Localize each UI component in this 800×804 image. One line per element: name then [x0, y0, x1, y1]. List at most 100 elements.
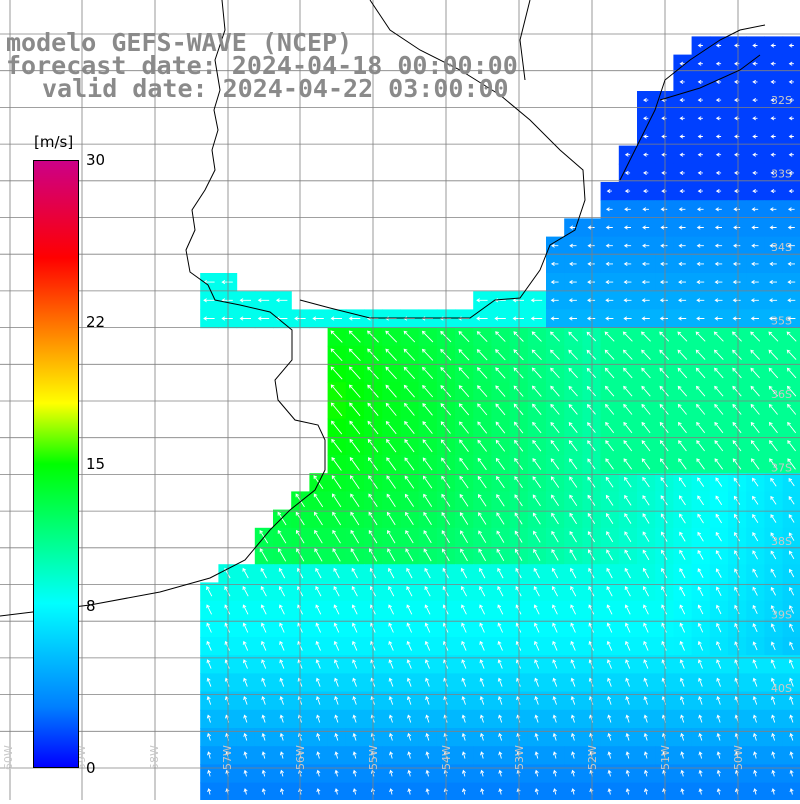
wind-arrow [496, 494, 505, 507]
wind-arrow [641, 261, 650, 266]
wind-arrow [769, 207, 777, 212]
wind-arrow [206, 622, 212, 633]
wind-arrow [604, 367, 615, 379]
wind-arrow [388, 695, 394, 705]
wind-speed-cell [782, 345, 800, 365]
wind-arrow [643, 640, 649, 651]
wind-arrow [771, 751, 776, 759]
wind-arrow [279, 751, 284, 759]
wind-arrow [713, 349, 724, 360]
wind-arrow [352, 769, 357, 777]
wind-arrow [533, 640, 540, 651]
wind-speed-cell [782, 364, 800, 383]
wind-arrow [716, 769, 721, 777]
wind-arrow [752, 61, 758, 66]
wind-arrow [587, 280, 595, 285]
wind-arrow [789, 788, 794, 795]
wind-arrow [716, 659, 722, 669]
wind-arrow [495, 439, 506, 452]
wind-arrow [552, 788, 558, 795]
wind-arrow [350, 511, 360, 526]
wind-arrow [480, 769, 485, 777]
wind-arrow [770, 79, 776, 84]
wind-arrow [697, 640, 704, 651]
wind-speed-field [200, 36, 800, 802]
wind-arrow [480, 751, 485, 759]
wind-arrow [476, 331, 488, 343]
wind-arrow [257, 316, 270, 321]
wind-arrow [770, 514, 777, 523]
wind-arrow [732, 261, 741, 266]
wind-arrow [715, 134, 722, 139]
wind-arrow [659, 331, 670, 342]
wind-arrow [406, 586, 413, 597]
wind-arrow [243, 788, 248, 795]
wind-arrow [752, 98, 758, 103]
wind-arrow [789, 605, 795, 614]
model-title: modelo GEFS-WAVE (NCEP) [6, 28, 353, 57]
wind-arrow [550, 316, 559, 321]
wind-arrow [388, 604, 395, 615]
wind-arrow [534, 751, 539, 759]
wind-arrow [734, 79, 740, 84]
wind-arrow [787, 207, 795, 212]
wind-arrow [260, 622, 267, 633]
wind-arrow [479, 604, 486, 615]
wind-arrow [497, 677, 503, 687]
wind-arrow [788, 170, 794, 175]
wind-arrow [698, 714, 703, 723]
longitude-label: 50W [732, 745, 745, 770]
wind-arrow [678, 225, 686, 230]
wind-arrow [551, 243, 559, 248]
wind-arrow [586, 331, 597, 342]
wind-arrow [732, 367, 742, 379]
wind-speed-cell [782, 564, 800, 583]
coastline-segment [519, 0, 531, 81]
wind-arrow [734, 604, 740, 615]
wind-arrow [714, 298, 723, 303]
wind-arrow [623, 421, 633, 434]
wind-arrow [495, 385, 506, 397]
wind-arrow [461, 769, 466, 777]
wind-arrow [330, 316, 342, 321]
wind-arrow [623, 261, 632, 266]
wind-arrow [532, 439, 542, 452]
wind-arrow [788, 98, 794, 103]
wind-arrow [316, 788, 321, 795]
wind-arrow [715, 513, 722, 524]
wind-arrow [679, 79, 685, 84]
wind-arrow [789, 623, 794, 632]
wind-arrow [680, 788, 685, 795]
wind-arrow [716, 732, 721, 741]
wind-arrow [680, 751, 685, 759]
wind-arrow [750, 421, 760, 434]
wind-arrow [552, 622, 558, 633]
wind-arrow [679, 152, 685, 157]
wind-arrow [224, 640, 230, 651]
wind-arrow [498, 788, 503, 795]
longitude-label: 60W [2, 745, 15, 770]
wind-arrow [605, 458, 614, 470]
wind-arrow [587, 512, 596, 525]
wind-arrow [352, 659, 358, 669]
wind-arrow [698, 677, 703, 687]
wind-arrow [424, 604, 431, 615]
wind-arrow [534, 659, 540, 669]
wind-arrow [697, 98, 703, 103]
wind-arrow [352, 751, 357, 759]
wind-arrow [242, 567, 249, 579]
wind-arrow [787, 225, 795, 230]
wind-arrow [697, 659, 703, 669]
wind-arrow [404, 421, 415, 434]
wind-arrow [588, 640, 594, 651]
wind-arrow [423, 511, 432, 526]
wind-arrow [460, 530, 468, 544]
wind-arrow [243, 732, 248, 741]
wind-arrow [698, 732, 703, 741]
wind-arrow [350, 529, 360, 544]
coastline-segment [299, 0, 586, 319]
latitude-label: 36S [771, 388, 792, 401]
wind-arrow [350, 475, 360, 489]
wind-arrow [643, 769, 648, 777]
wind-arrow [788, 61, 794, 66]
